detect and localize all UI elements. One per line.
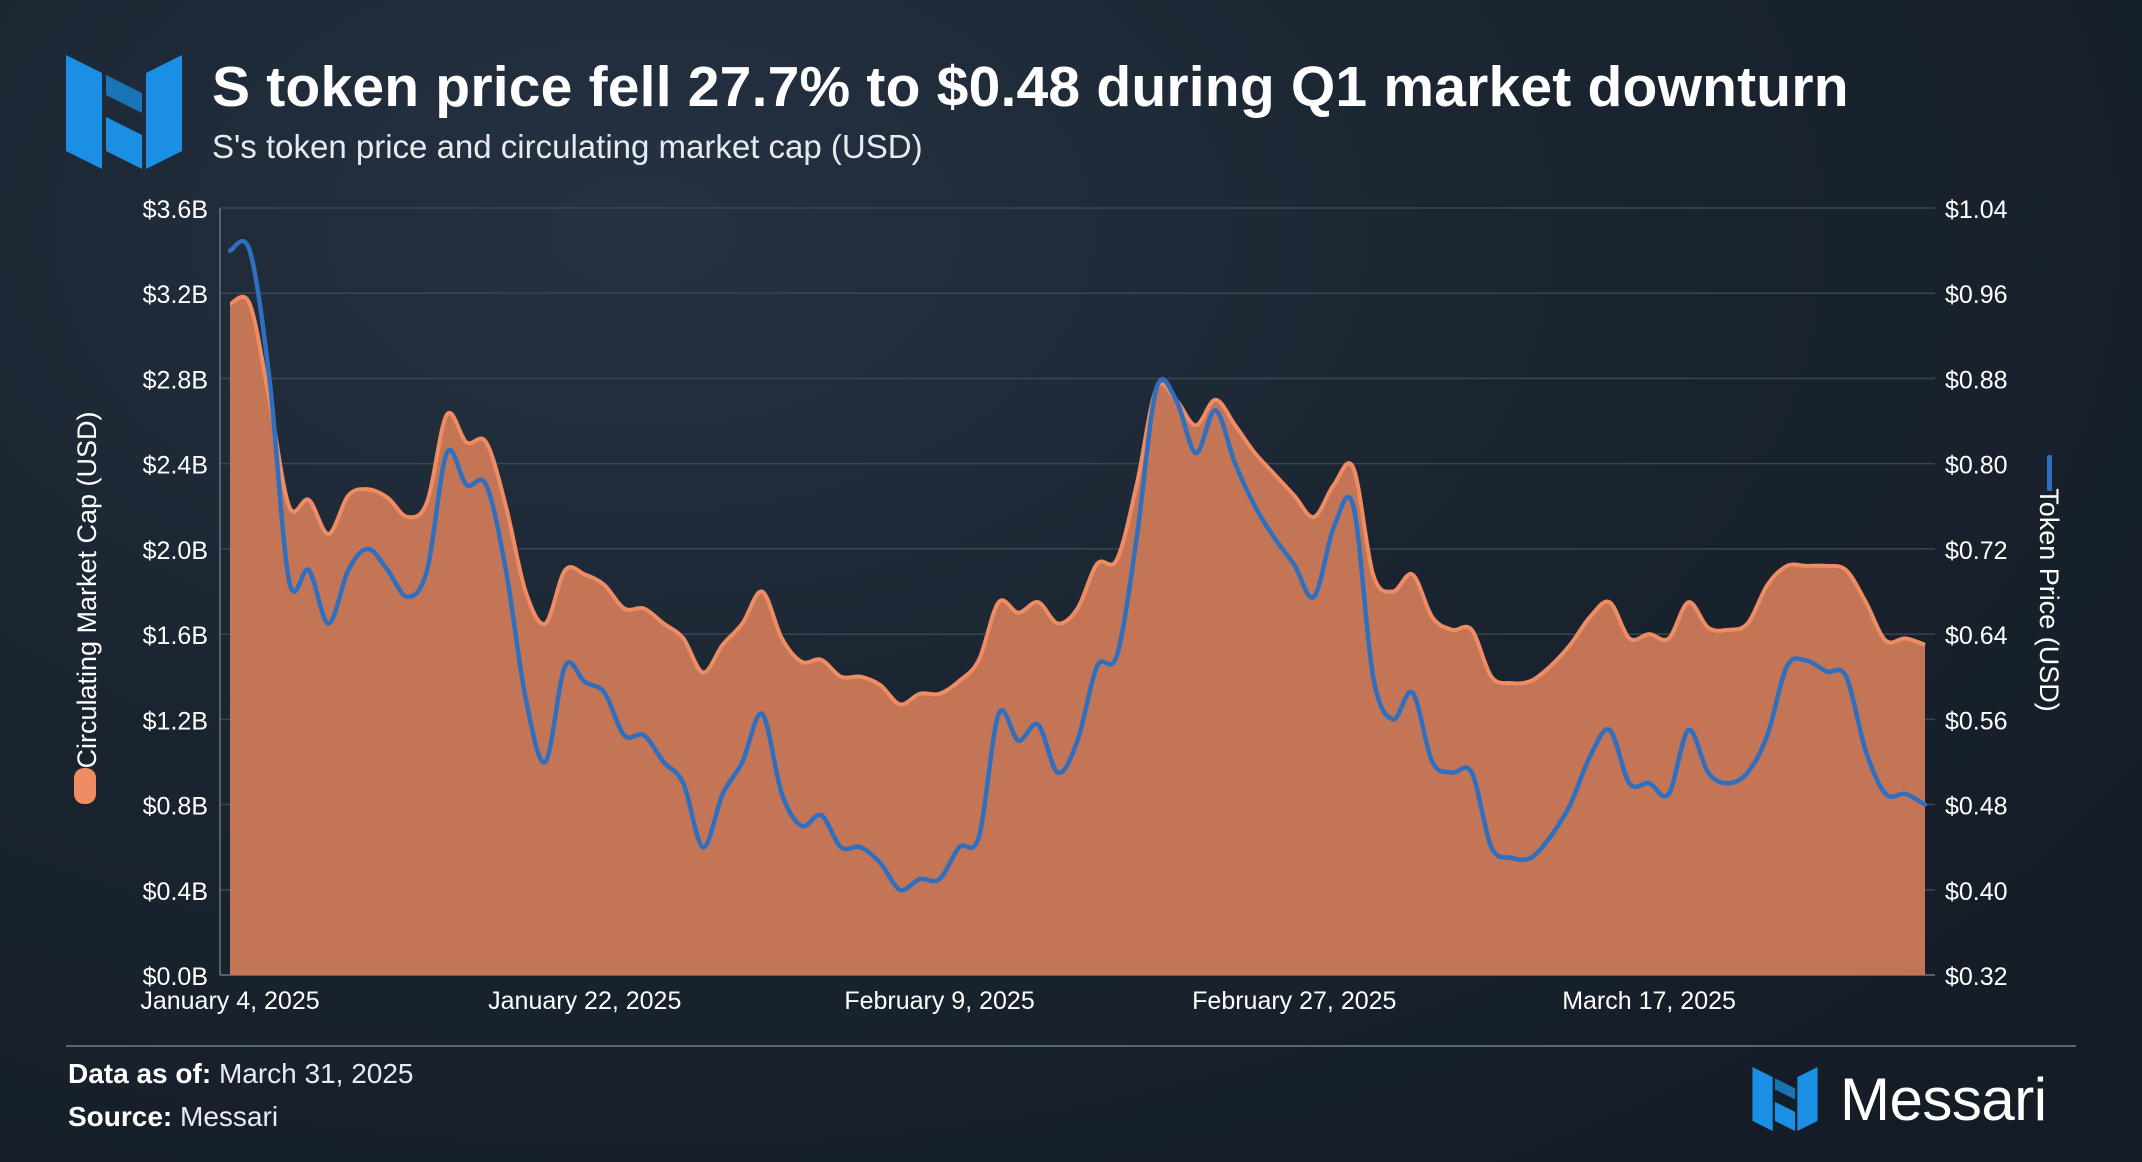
right-tick-label: $1.04 [1945,196,2008,224]
source-value: Messari [180,1101,279,1132]
source-label: Source: [68,1101,173,1132]
x-tick-label: January 4, 2025 [140,987,319,1015]
token-price-legend-swatch [2047,455,2052,491]
data-as-of-value: March 31, 2025 [218,1058,414,1089]
market-cap-area-fill [230,296,1925,975]
right-tick-label: $0.80 [1945,452,2008,480]
right-tick-label: $0.48 [1945,793,2008,821]
messari-logo-icon [66,55,182,169]
left-axis-label: Circulating Market Cap (USD) [72,411,102,768]
token-price-line [227,239,1928,893]
market-cap-legend-swatch [74,768,96,804]
right-axis-label: Token Price (USD) [2034,488,2064,712]
left-tick-label: $1.6B [143,622,208,650]
market-cap-area-edge [229,294,1926,707]
x-tick-label: February 9, 2025 [844,987,1034,1015]
left-tick-label: $2.0B [143,537,208,565]
x-tick-label: March 17, 2025 [1562,987,1736,1015]
x-axis-ticks: January 4, 2025 January 22, 2025 February … [140,987,1736,1015]
right-axis-title: Token Price (USD) [2034,455,2064,712]
data-as-of-label: Data as of: [68,1058,212,1089]
left-tick-label: $0.8B [143,793,208,821]
chart-title: S token price fell 27.7% to $0.48 during… [212,55,1849,119]
data-as-of: Data as of: March 31, 2025 [68,1058,414,1090]
messari-logo-icon [1752,1067,1818,1131]
x-tick-label: January 22, 2025 [488,987,681,1015]
right-tick-label: $0.56 [1945,707,2008,735]
footer-divider [66,1045,2076,1047]
left-tick-label: $2.8B [143,366,208,394]
chart-subtitle: S's token price and circulating market c… [212,128,923,165]
brand-footer: Messari [1752,1065,2047,1133]
left-tick-label: $0.0B [143,963,208,991]
right-tick-label: $0.72 [1945,537,2008,565]
market-cap-area [229,294,1926,975]
right-tick-label: $0.32 [1945,963,2008,991]
left-tick-label: $3.2B [143,281,208,309]
right-tick-label: $0.40 [1945,878,2008,906]
token-price-series-line [227,239,1928,893]
right-tick-label: $0.64 [1945,622,2008,650]
left-tick-label: $0.4B [143,878,208,906]
right-tick-label: $0.96 [1945,281,2008,309]
left-axis-ticks: $0.0B $0.4B $0.8B $1.2B $1.6B $2.0B $2.4B $2.8B… [143,196,208,991]
left-tick-label: $3.6B [143,196,208,224]
source-line: Source: Messari [68,1101,278,1133]
x-tick-label: February 27, 2025 [1192,987,1396,1015]
left-tick-label: $1.2B [143,707,208,735]
brand-name: Messari [1840,1065,2047,1133]
left-axis-title: Circulating Market Cap (USD) [72,411,102,804]
right-tick-label: $0.88 [1945,366,2008,394]
left-tick-label: $2.4B [143,452,208,480]
right-axis-ticks: $0.32 $0.40 $0.48 $0.56 $0.64 $0.72 $0.80 $0.88… [1945,196,2008,991]
